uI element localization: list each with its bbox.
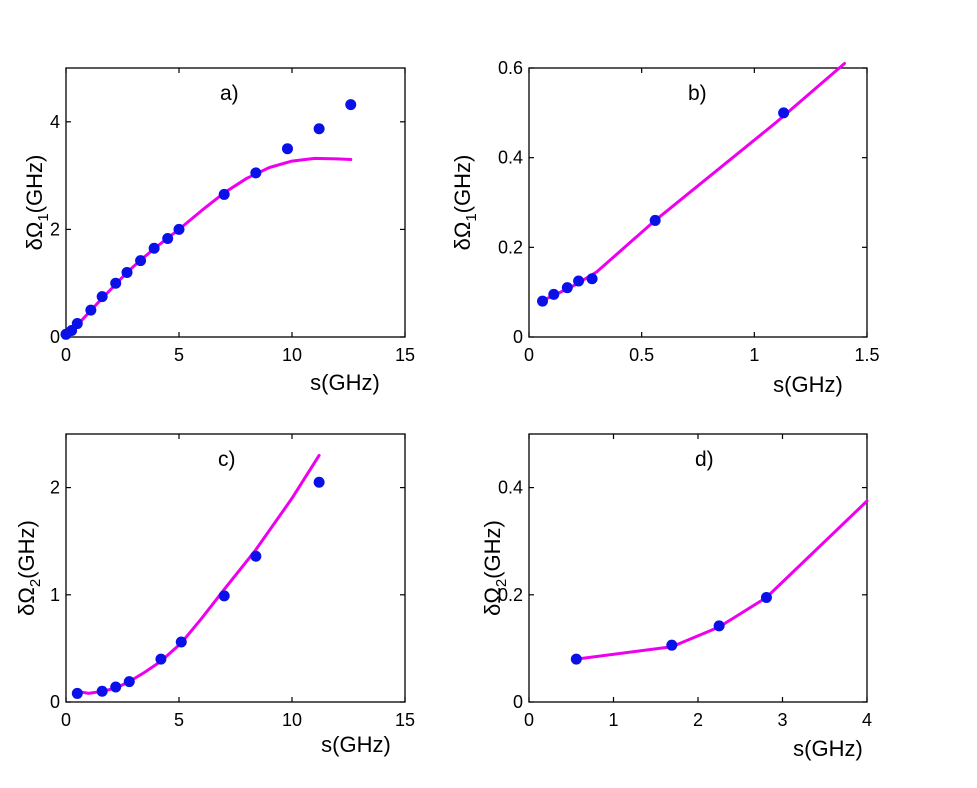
- data-point: [537, 295, 549, 307]
- data-point: [548, 288, 560, 300]
- data-point: [218, 188, 230, 200]
- data-point: [666, 639, 678, 651]
- axes-frame: [65, 67, 406, 338]
- data-point: [175, 636, 187, 648]
- data-point: [71, 318, 83, 330]
- x-tick-label: 1: [749, 345, 759, 365]
- x-tick-label: 0: [524, 345, 534, 365]
- x-tick-label: 10: [282, 710, 302, 730]
- y-tick-label: 0: [513, 327, 523, 347]
- data-point: [345, 99, 357, 111]
- y-tick-label: 0.2: [498, 237, 523, 257]
- y-tick-label: 0.2: [498, 585, 523, 605]
- panel-b: 0 0.5 1 1.5 0 0.2 0.4 0.6 b) s(GHz) δΩ1(GHz): [450, 58, 880, 397]
- y-tick-label: 0.6: [498, 58, 523, 78]
- y-axis-label: δΩ2(GHz): [14, 520, 44, 616]
- x-axis-label: s(GHz): [321, 732, 391, 757]
- data-point: [123, 676, 135, 688]
- data-point: [110, 681, 122, 693]
- data-point: [155, 653, 167, 665]
- y-tick-label: 0.4: [498, 478, 523, 498]
- panel-a: 0 5 10 15 0 2 4 a) s(GHz) δΩ1(GHz): [22, 67, 415, 395]
- y-tick-label: 2: [50, 219, 60, 239]
- x-tick-label: 1: [608, 710, 618, 730]
- y-tick-label: 2: [50, 478, 60, 498]
- y-axis-label: δΩ2(GHz): [480, 520, 510, 616]
- data-point: [96, 291, 108, 303]
- x-tick-label: 15: [395, 345, 415, 365]
- y-tick-label: 0: [50, 327, 60, 347]
- y-tick-label: 0.4: [498, 148, 523, 168]
- y-tick-label: 1: [50, 585, 60, 605]
- x-tick-label: 5: [174, 710, 184, 730]
- data-point: [96, 685, 108, 697]
- panel-title: a): [220, 82, 239, 105]
- x-tick-label: 1.5: [854, 345, 879, 365]
- x-tick-label: 0.5: [629, 345, 654, 365]
- data-point: [121, 266, 133, 278]
- panel-title: d): [695, 448, 714, 471]
- axes-frame: [528, 67, 868, 338]
- panel-c: 0 5 10 15 0 1 2 c) s(GHz) δΩ2(GHz): [14, 433, 415, 757]
- x-tick-label: 15: [395, 710, 415, 730]
- panel-title: b): [688, 82, 707, 105]
- x-tick-label: 0: [61, 345, 71, 365]
- y-tick-label: 0: [50, 692, 60, 712]
- x-tick-label: 0: [524, 710, 534, 730]
- x-tick-label: 4: [862, 710, 872, 730]
- panel-d: 0 1 2 3 4 0 0.2 0.4 d) s(GHz) δΩ2(GHz): [480, 433, 872, 761]
- x-tick-label: 0: [61, 710, 71, 730]
- y-tick-label: 4: [50, 112, 60, 132]
- data-point: [713, 620, 725, 632]
- data-point: [71, 687, 83, 699]
- data-point: [313, 123, 325, 135]
- fit-line: [75, 453, 321, 695]
- data-point: [561, 282, 573, 294]
- x-tick-label: 3: [777, 710, 787, 730]
- data-point: [570, 653, 582, 665]
- data-point: [173, 223, 185, 235]
- fit-line: [574, 499, 869, 661]
- data-point: [85, 304, 97, 316]
- fit-line: [64, 156, 353, 336]
- x-axis-label: s(GHz): [773, 372, 843, 397]
- panel-title: c): [218, 448, 236, 471]
- data-point: [313, 476, 325, 488]
- data-point: [760, 591, 772, 603]
- data-point: [250, 550, 262, 562]
- x-axis-label: s(GHz): [310, 370, 380, 395]
- data-point: [218, 590, 230, 602]
- axes-frame: [65, 433, 406, 703]
- x-tick-label: 5: [174, 345, 184, 365]
- data-point: [148, 242, 160, 254]
- data-point: [135, 255, 147, 267]
- data-point: [110, 277, 122, 289]
- data-point: [586, 273, 598, 285]
- data-point: [250, 167, 262, 179]
- y-axis-label: δΩ1(GHz): [450, 155, 480, 251]
- x-axis-label: s(GHz): [793, 736, 863, 761]
- x-tick-label: 10: [282, 345, 302, 365]
- data-point: [281, 143, 293, 155]
- y-tick-label: 0: [513, 692, 523, 712]
- data-point: [649, 214, 661, 226]
- data-point: [162, 233, 174, 245]
- data-point: [573, 275, 585, 287]
- data-point: [778, 107, 790, 119]
- x-tick-label: 2: [693, 710, 703, 730]
- y-axis-label: δΩ1(GHz): [22, 155, 52, 251]
